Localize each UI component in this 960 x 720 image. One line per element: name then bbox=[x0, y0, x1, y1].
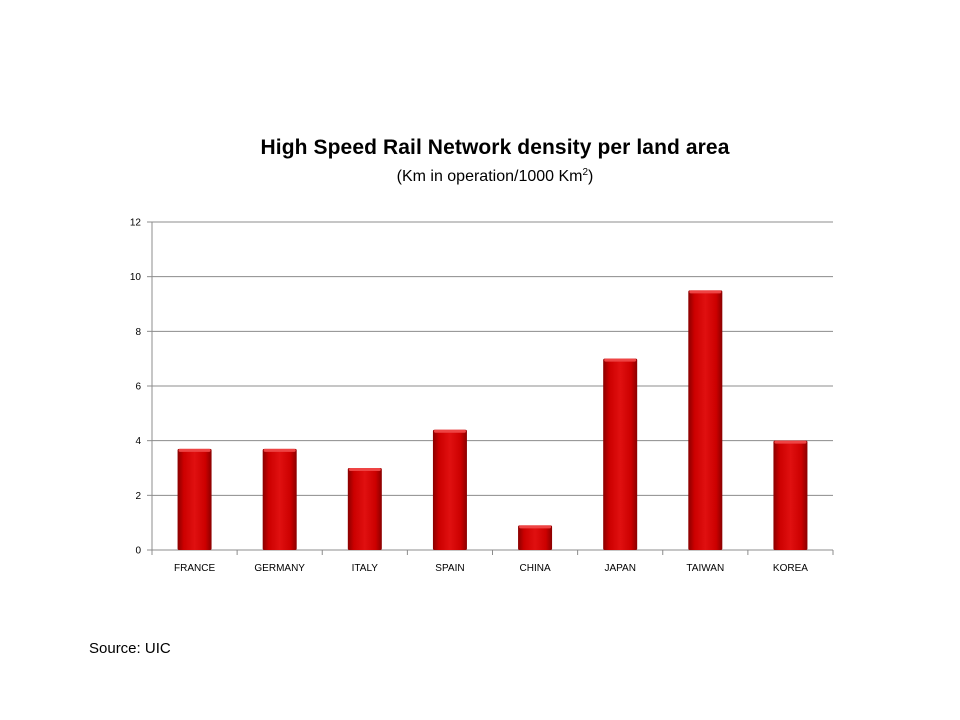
x-tick-label: KOREA bbox=[773, 563, 808, 574]
source-note: Source: UIC bbox=[89, 640, 171, 657]
x-tick-label: TAIWAN bbox=[686, 563, 724, 574]
y-tick-label: 2 bbox=[135, 491, 141, 502]
chart-title: High Speed Rail Network density per land… bbox=[260, 136, 730, 159]
bar-cap bbox=[774, 440, 807, 444]
bar-cap bbox=[178, 448, 211, 452]
y-tick-labels: 0 2 4 6 8 10 12 bbox=[130, 218, 142, 557]
bar-cap bbox=[348, 468, 381, 471]
bar-cap bbox=[263, 448, 296, 452]
bar-germany bbox=[262, 448, 297, 550]
bar-korea bbox=[773, 440, 808, 550]
chart-subtitle-superscript: 2 bbox=[582, 167, 589, 178]
y-tick-label: 6 bbox=[135, 382, 141, 393]
x-tick-label: ITALY bbox=[352, 563, 379, 574]
bars bbox=[177, 290, 808, 550]
x-tick-label: SPAIN bbox=[435, 563, 464, 574]
bar-france bbox=[177, 448, 212, 550]
bar-japan bbox=[603, 358, 638, 550]
bar-cap bbox=[604, 358, 637, 362]
axes bbox=[147, 221, 834, 555]
bar-cap bbox=[433, 429, 466, 433]
x-tick-label: JAPAN bbox=[604, 563, 636, 574]
x-tick-label: FRANCE bbox=[174, 563, 215, 574]
bar-spain bbox=[432, 429, 467, 550]
bar-cap bbox=[519, 525, 552, 529]
y-tick-label: 10 bbox=[130, 272, 142, 283]
x-tick-labels: FRANCE GERMANY ITALY SPAIN CHINA JAPAN TAIWAN K… bbox=[174, 563, 808, 574]
bar-italy bbox=[347, 468, 382, 550]
y-tick-label: 12 bbox=[130, 218, 142, 229]
bar-cap bbox=[689, 290, 722, 294]
y-tick-label: 4 bbox=[135, 436, 141, 447]
bar-taiwan bbox=[688, 290, 723, 550]
y-tick-label: 0 bbox=[135, 546, 141, 557]
y-tick-label: 8 bbox=[135, 327, 141, 338]
chart-subtitle: (Km in operation/1000 Km2) bbox=[0, 168, 960, 186]
gridlines bbox=[152, 221, 833, 496]
chart-subtitle-text: (Km in operation/1000 Km bbox=[396, 168, 583, 185]
bar-china bbox=[518, 525, 553, 550]
x-tick-label: GERMANY bbox=[254, 563, 305, 574]
chart-subtitle-end: ) bbox=[588, 168, 594, 185]
x-tick-label: CHINA bbox=[520, 563, 551, 574]
